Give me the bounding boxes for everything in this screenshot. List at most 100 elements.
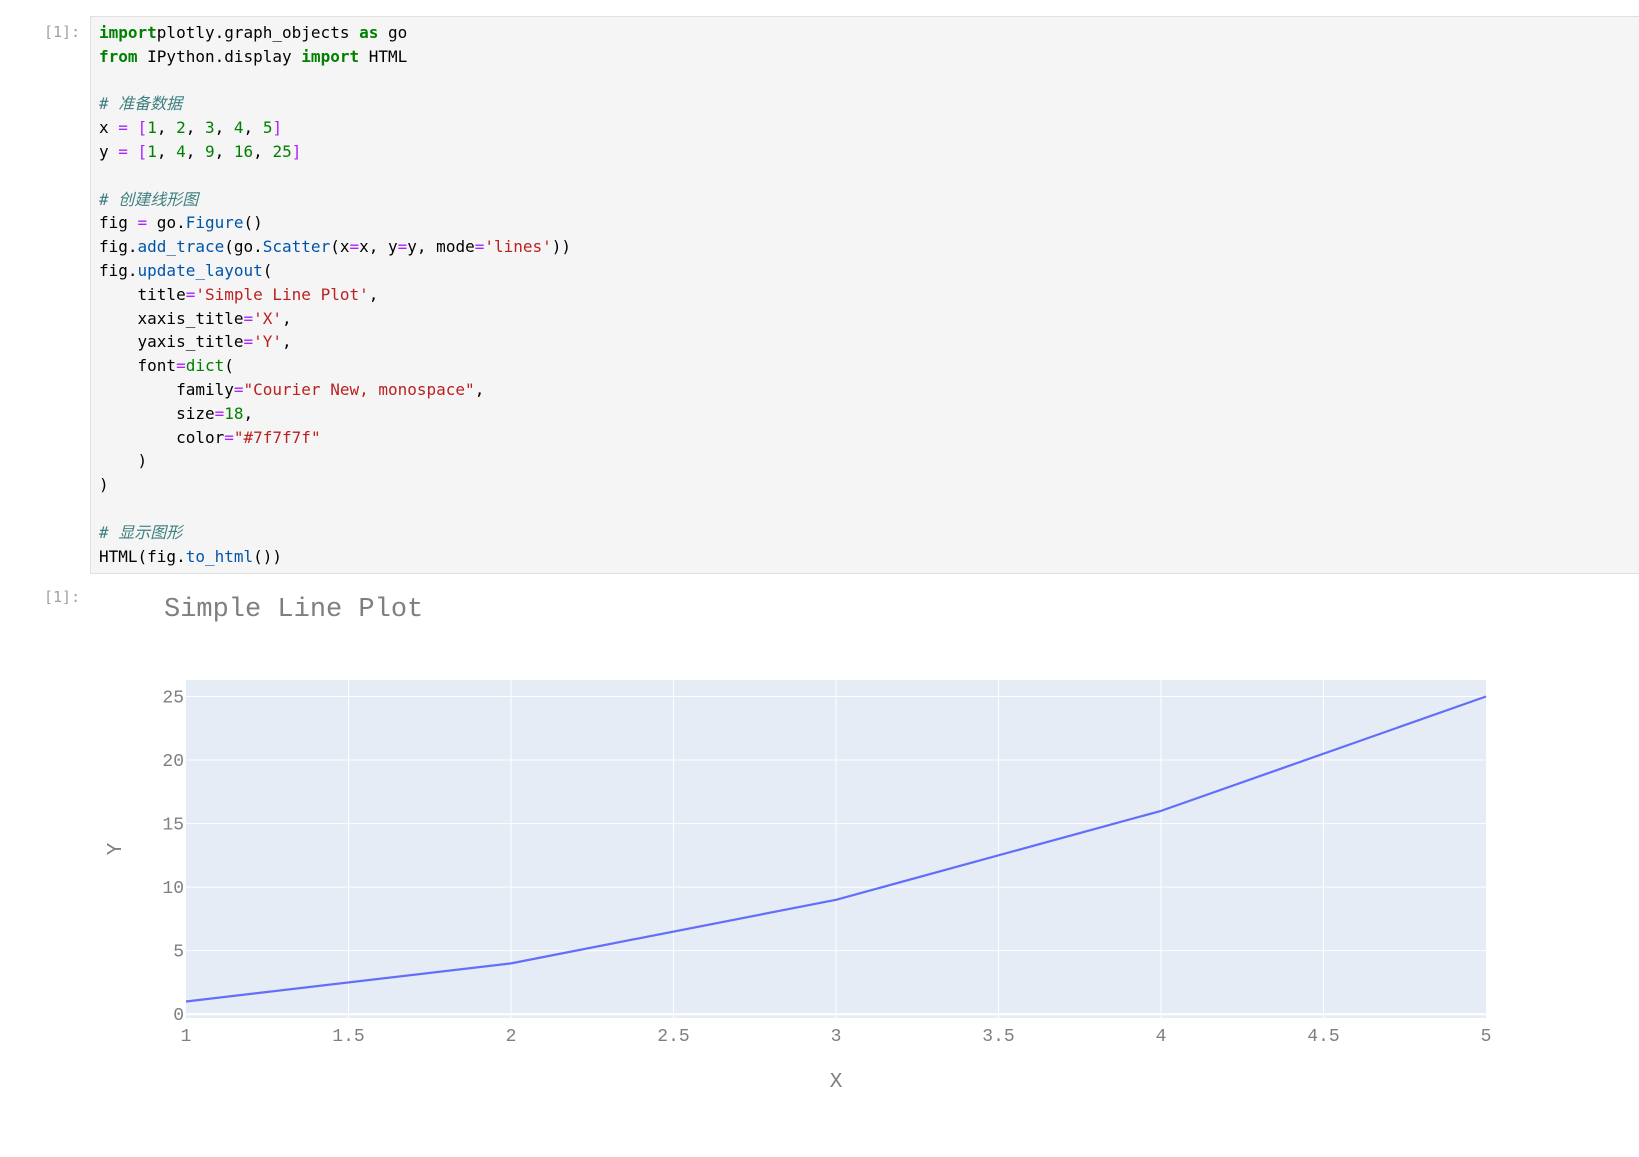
code-token: Scatter <box>262 237 331 257</box>
code-token: , <box>214 141 234 161</box>
code-token: , <box>474 379 485 399</box>
code-token: # 创建线形图 <box>99 189 199 209</box>
code-token: 9 <box>205 141 215 161</box>
code-line: # 准备数据 <box>99 92 571 116</box>
x-axis-title: X <box>830 1071 843 1094</box>
code-token: x <box>99 118 119 138</box>
code-token: 4 <box>233 118 244 138</box>
code-line: fig = go.Figure() <box>99 211 571 235</box>
code-token: )) <box>551 237 572 257</box>
code-token: fig <box>99 213 138 233</box>
code-token: 'X' <box>253 308 283 328</box>
code-line <box>99 497 571 521</box>
x-tick-label: 1.5 <box>332 1027 364 1047</box>
code-token: 'Simple Line Plot' <box>195 284 369 304</box>
code-token: (go. <box>224 237 263 257</box>
y-tick-label: 0 <box>173 1006 184 1026</box>
code-token: 5 <box>262 118 273 138</box>
code-token: ( <box>224 356 234 376</box>
code-line: y = [1, 4, 9, 16, 25] <box>99 140 571 164</box>
code-token: = <box>176 356 186 376</box>
code-token: [ <box>137 118 148 138</box>
code-token: = <box>243 332 254 352</box>
code-token: ] <box>291 141 302 161</box>
code-line: color="#7f7f7f" <box>99 426 571 450</box>
code-token: 'Y' <box>253 332 283 352</box>
x-tick-label: 1 <box>181 1027 192 1047</box>
code-token: 16 <box>233 141 254 161</box>
code-token: 18 <box>224 403 244 423</box>
code-line: title='Simple Line Plot', <box>99 283 571 307</box>
code-token: , <box>253 141 273 161</box>
code-token: , <box>156 118 177 138</box>
code-token: ] <box>272 118 283 138</box>
code-token: dict <box>185 356 225 376</box>
x-tick-label: 3.5 <box>982 1027 1014 1047</box>
y-tick-label: 10 <box>162 879 184 899</box>
code-token: IPython.display <box>137 46 302 66</box>
code-token: = <box>397 237 408 257</box>
code-line: x = [1, 2, 3, 4, 5] <box>99 116 571 140</box>
code-token: to_html <box>185 546 254 566</box>
chart-title: Simple Line Plot <box>164 595 423 625</box>
code-token: fig. <box>99 260 138 280</box>
code-token: HTML(fig. <box>99 546 186 566</box>
code-token: = <box>474 237 485 257</box>
y-axis-title: Y <box>105 842 128 855</box>
code-token: 1 <box>147 141 157 161</box>
code-line: ) <box>99 449 571 473</box>
code-token: , <box>243 403 254 423</box>
code-token: add_trace <box>137 237 225 257</box>
code-token: ( <box>262 260 273 280</box>
code-cell[interactable]: importplotly.graph_objects as go from IPy… <box>90 16 1639 574</box>
code-token: ) <box>99 475 109 495</box>
line-chart[interactable]: 1 1.5 2 2.5 3 3.5 4 4.5 5 0 5 10 15 20 25 Simple Line P… <box>90 590 1639 1157</box>
y-tick-label: 20 <box>162 752 184 772</box>
code-token: 'lines' <box>484 237 552 257</box>
code-token: family <box>99 379 234 399</box>
code-line: HTML(fig.to_html()) <box>99 545 571 569</box>
code-token: update_layout <box>137 260 263 280</box>
code-token: "Courier New, monospace" <box>243 379 475 399</box>
code-line: xaxis_title='X', <box>99 307 571 331</box>
code-token: 1 <box>147 118 157 138</box>
code-line: size=18, <box>99 402 571 426</box>
code-token: x, y <box>359 237 398 257</box>
code-token: , <box>282 308 292 328</box>
code-token: ) <box>99 451 148 471</box>
code-token: = <box>137 213 148 233</box>
output-area: 1 1.5 2 2.5 3 3.5 4 4.5 5 0 5 10 15 20 25 Simple Line P… <box>90 590 1639 1157</box>
code-line: family="Courier New, monospace", <box>99 378 571 402</box>
code-line: from IPython.display import HTML <box>99 45 571 69</box>
code-editor[interactable]: importplotly.graph_objects as go from IPy… <box>99 21 571 568</box>
code-token: plotly.graph_objects <box>156 23 360 42</box>
x-tick-label: 5 <box>1481 1027 1492 1047</box>
code-token: size <box>99 403 215 423</box>
code-line: fig.update_layout( <box>99 259 571 283</box>
code-token: , <box>282 332 292 352</box>
code-token: from <box>99 46 138 66</box>
code-token: # 准备数据 <box>99 94 183 114</box>
code-line <box>99 164 571 188</box>
y-tick-label: 5 <box>173 943 184 963</box>
code-line: importplotly.graph_objects as go <box>99 21 571 45</box>
code-line: # 创建线形图 <box>99 188 571 212</box>
code-token: go. <box>147 213 186 233</box>
code-token: y <box>99 141 119 161</box>
code-token: 4 <box>176 141 186 161</box>
code-token: , <box>185 118 205 138</box>
code-token: 2 <box>176 118 186 138</box>
code-token: y, mode <box>407 237 475 257</box>
code-token: = <box>118 118 128 138</box>
code-token: fig. <box>99 237 138 257</box>
code-token: = <box>118 141 128 161</box>
x-tick-label: 2 <box>506 1027 517 1047</box>
y-tick-label: 15 <box>162 816 184 836</box>
code-line <box>99 69 571 93</box>
code-line: yaxis_title='Y', <box>99 330 571 354</box>
code-token: , <box>243 118 263 138</box>
x-tick-label: 3 <box>831 1027 842 1047</box>
code-token: "#7f7f7f" <box>233 427 321 447</box>
code-token: , <box>214 118 234 138</box>
code-token: yaxis_title <box>99 332 244 352</box>
